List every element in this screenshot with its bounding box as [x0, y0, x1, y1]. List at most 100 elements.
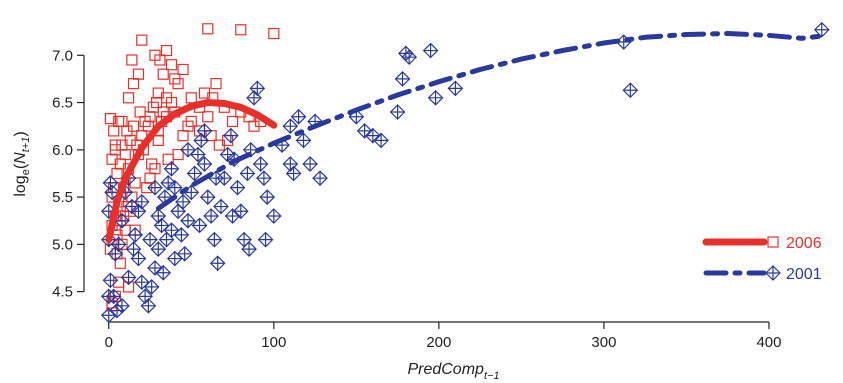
y-axis-ticks: 4.5 5.0 5.5 6.0 6.5 7.0: [52, 47, 84, 301]
data-point: [134, 106, 146, 118]
x-axis-ticks: 0 100 200 300 400: [105, 322, 781, 351]
data-point: [185, 92, 197, 104]
data-point: [155, 264, 172, 281]
y-axis-title-log: log: [12, 175, 29, 196]
fit-curves: [105, 30, 821, 244]
data-point: [150, 241, 167, 257]
data-point: [373, 132, 389, 149]
legend: 2006 2001: [702, 235, 822, 283]
y-axis-title-var: N: [12, 152, 29, 164]
data-point: [150, 208, 167, 224]
y-tick-label: 4.5: [52, 284, 73, 301]
data-point: [133, 274, 150, 291]
data-point: [447, 80, 464, 97]
data-point: [172, 78, 184, 90]
fit-curve-2001: [155, 30, 821, 211]
data-point: [172, 148, 184, 161]
data-point: [203, 208, 219, 224]
data-point: [229, 179, 246, 196]
data-point: [136, 34, 148, 46]
data-points: [100, 21, 830, 324]
data-point: [285, 165, 302, 182]
legend-marker: [767, 236, 779, 248]
legend-label: 2001: [786, 266, 822, 283]
data-point: [202, 23, 214, 35]
data-point: [105, 288, 122, 305]
data-point: [241, 241, 257, 257]
data-point: [232, 203, 249, 220]
data-point: [239, 165, 256, 182]
data-point: [122, 92, 135, 104]
x-tick-label: 300: [591, 334, 616, 351]
data-point: [152, 87, 164, 99]
data-point: [177, 63, 189, 76]
fit-curve-2006: [105, 98, 278, 244]
data-point: [125, 241, 142, 257]
data-point: [143, 279, 160, 295]
data-point: [302, 156, 318, 172]
data-point: [246, 89, 262, 106]
x-axis-title: PredCompt−1: [407, 361, 499, 382]
data-point: [147, 179, 163, 196]
data-point: [185, 115, 197, 128]
data-point: [160, 44, 173, 57]
data-point: [235, 24, 247, 36]
data-point: [126, 54, 138, 66]
data-point: [256, 170, 272, 187]
data-point: [186, 165, 203, 182]
data-point: [249, 80, 266, 97]
data-point: [124, 134, 136, 146]
data-point: [137, 288, 153, 305]
data-point: [422, 42, 439, 59]
data-point: [142, 231, 158, 248]
y-tick-label: 6.5: [52, 95, 73, 112]
data-point: [175, 193, 191, 210]
legend-item-2006: 2006: [702, 235, 822, 252]
data-point: [127, 78, 140, 90]
data-point: [102, 272, 119, 289]
data-point: [265, 208, 282, 224]
data-point: [356, 123, 373, 139]
data-point: [165, 59, 178, 71]
data-point: [132, 68, 145, 80]
data-point: [176, 245, 193, 262]
x-axis-title-subscript: t−1: [484, 370, 500, 382]
x-tick-label: 100: [261, 334, 286, 351]
data-point: [119, 148, 131, 161]
data-point: [196, 156, 213, 172]
data-point: [210, 78, 222, 90]
data-point: [427, 89, 444, 106]
data-point: [282, 118, 299, 135]
data-point: [114, 257, 126, 269]
data-point: [154, 54, 166, 66]
data-point: [282, 156, 299, 172]
data-point: [109, 144, 121, 156]
data-point: [622, 82, 639, 99]
data-point: [157, 68, 169, 80]
x-tick-label: 200: [426, 334, 451, 351]
data-point: [394, 71, 411, 87]
data-point: [312, 170, 328, 187]
data-point: [152, 134, 164, 146]
data-point: [130, 203, 147, 220]
x-axis-title-main: PredComp: [407, 361, 484, 378]
data-point: [180, 212, 196, 229]
data-point: [401, 49, 418, 66]
x-tick-label: 0: [105, 334, 113, 351]
plot-area: 0 100 200 300 400 4.5 5.0 5.5 6.0 6.5 7.0: [52, 21, 830, 351]
data-point: [120, 269, 137, 286]
data-point: [813, 21, 830, 38]
series-2001-points: [100, 21, 830, 324]
y-tick-label: 5.0: [52, 236, 73, 253]
data-point: [191, 217, 208, 234]
data-point: [224, 208, 241, 224]
data-point: [389, 104, 406, 120]
data-point: [180, 141, 196, 158]
data-point: [116, 115, 128, 128]
data-point: [127, 227, 144, 243]
y-axis-title-log-base: e: [20, 169, 32, 175]
y-axis-title-var-subscript: t+1: [20, 137, 32, 153]
data-point: [108, 125, 120, 137]
data-point: [166, 250, 183, 267]
